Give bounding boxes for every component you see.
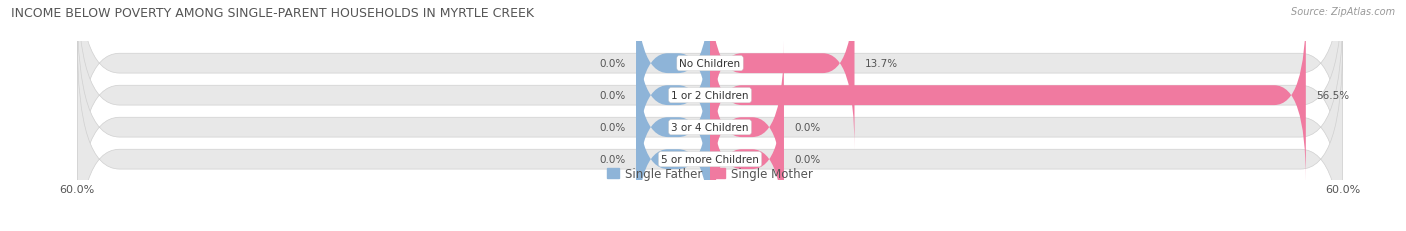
FancyBboxPatch shape [637,74,710,231]
FancyBboxPatch shape [637,42,710,213]
Text: 5 or more Children: 5 or more Children [661,155,759,164]
Text: 3 or 4 Children: 3 or 4 Children [671,123,749,133]
FancyBboxPatch shape [710,10,1306,182]
FancyBboxPatch shape [710,42,785,213]
FancyBboxPatch shape [637,10,710,182]
Text: 0.0%: 0.0% [794,123,821,133]
FancyBboxPatch shape [77,42,1343,231]
Text: 0.0%: 0.0% [599,59,626,69]
Text: 0.0%: 0.0% [599,123,626,133]
FancyBboxPatch shape [710,74,785,231]
FancyBboxPatch shape [77,0,1343,213]
Text: 0.0%: 0.0% [599,91,626,101]
Text: 0.0%: 0.0% [599,155,626,164]
Text: 56.5%: 56.5% [1316,91,1350,101]
Legend: Single Father, Single Mother: Single Father, Single Mother [602,163,818,185]
Text: INCOME BELOW POVERTY AMONG SINGLE-PARENT HOUSEHOLDS IN MYRTLE CREEK: INCOME BELOW POVERTY AMONG SINGLE-PARENT… [11,7,534,20]
FancyBboxPatch shape [710,0,855,150]
Text: 0.0%: 0.0% [794,155,821,164]
FancyBboxPatch shape [77,0,1343,182]
FancyBboxPatch shape [77,10,1343,231]
Text: 1 or 2 Children: 1 or 2 Children [671,91,749,101]
Text: 13.7%: 13.7% [865,59,898,69]
FancyBboxPatch shape [637,0,710,150]
Text: Source: ZipAtlas.com: Source: ZipAtlas.com [1291,7,1395,17]
Text: No Children: No Children [679,59,741,69]
